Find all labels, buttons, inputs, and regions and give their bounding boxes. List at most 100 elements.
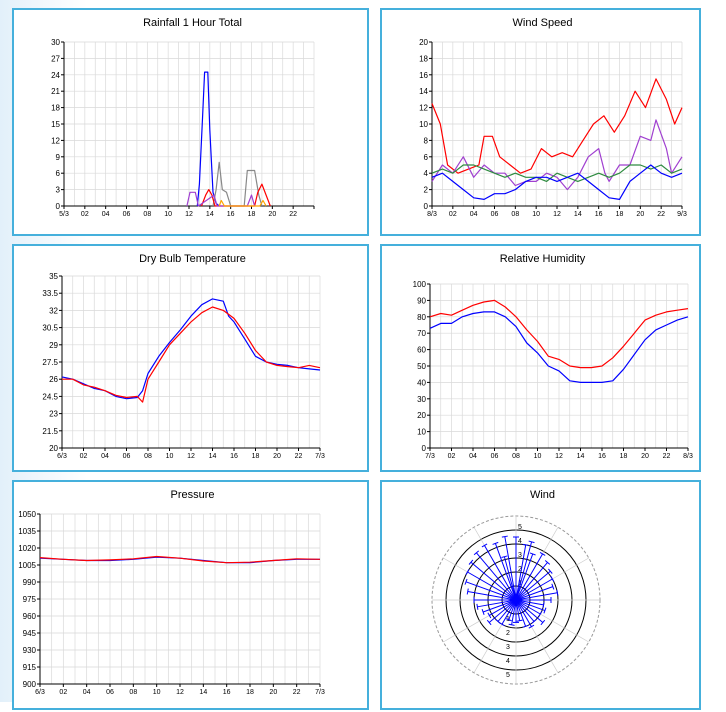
x-tick-label: 9/3 xyxy=(677,211,687,218)
y-tick-label: 27.5 xyxy=(42,358,58,367)
x-tick-label: 18 xyxy=(248,211,256,218)
y-tick-label: 32 xyxy=(49,306,58,315)
y-tick-label: 40 xyxy=(417,378,426,387)
y-tick-label: 20 xyxy=(419,38,428,47)
ring-label-bottom: 3 xyxy=(506,644,510,651)
wind-vector-cap xyxy=(516,619,523,622)
x-tick-label: 02 xyxy=(81,211,89,218)
x-tick-label: 22 xyxy=(295,453,303,460)
wind-vector-cap xyxy=(481,608,485,615)
wind-vector xyxy=(515,599,521,621)
gridlines xyxy=(63,41,315,207)
x-tick-label: 06 xyxy=(491,211,499,218)
y-tick-label: 30 xyxy=(51,38,60,47)
x-tick-label: 04 xyxy=(469,453,477,460)
y-tick-label: 915 xyxy=(23,663,37,672)
wind-vector xyxy=(484,545,517,601)
wind-vector xyxy=(494,543,517,601)
wind-vector-cap xyxy=(473,550,480,556)
x-tick-label: 20 xyxy=(269,689,277,696)
y-tick-label: 30.5 xyxy=(42,324,58,333)
wind-vector xyxy=(515,599,541,615)
humidity-chart: Relative Humidity 0 10 20 30 40 50 60 70 80 90 100 7… xyxy=(413,253,693,460)
x-tick-label: 7/3 xyxy=(315,453,325,460)
x-tick-label: 8/3 xyxy=(427,211,437,218)
y-tick-label: 70 xyxy=(417,329,426,338)
x-tick-label: 02 xyxy=(449,211,457,218)
chart-title: Wind xyxy=(530,489,555,501)
wind-vector-cap xyxy=(522,543,529,546)
wind-vector xyxy=(477,599,517,608)
y-tick-label: 6 xyxy=(424,153,429,162)
y-tick-label: 30 xyxy=(417,395,426,404)
y-tick-label: 100 xyxy=(413,280,427,289)
wind-vector xyxy=(503,556,517,601)
series-line-3 xyxy=(431,164,683,200)
wind-vector-cap xyxy=(464,578,468,585)
wind-vector-cap xyxy=(551,583,555,590)
gridlines xyxy=(429,283,689,449)
x-tick-label: 06 xyxy=(123,211,131,218)
wind-vector xyxy=(467,571,517,601)
wind-vector xyxy=(470,561,517,601)
x-tick-label: 06 xyxy=(491,453,499,460)
x-tick-label: 10 xyxy=(164,211,172,218)
wind-vector-cap xyxy=(465,569,470,575)
wind-vector-cap xyxy=(501,535,508,538)
wind-vector xyxy=(515,599,544,606)
wind-vector-cap xyxy=(542,601,545,608)
y-tick-label: 930 xyxy=(23,646,37,655)
y-tick-label: 21 xyxy=(51,87,60,96)
wind-vector-cap xyxy=(481,543,488,548)
wind-vector xyxy=(515,553,544,601)
y-tick-label: 1050 xyxy=(18,510,36,519)
x-tick-label: 10 xyxy=(532,211,540,218)
wind-vector-cap xyxy=(540,619,546,626)
axes xyxy=(431,42,682,207)
dry-bulb-chart: Dry Bulb Temperature 20 21.5 23 24.5 26 27.5 29… xyxy=(42,253,325,460)
wind-vector-cap xyxy=(468,559,474,565)
ring-label-top: 3 xyxy=(518,552,522,559)
wind-vector xyxy=(511,599,517,625)
wind-vector xyxy=(515,578,553,601)
wind-vector-cap xyxy=(528,540,535,544)
wind-vector xyxy=(467,590,517,601)
y-tick-label: 24 xyxy=(51,71,60,80)
humidity-panel: Relative Humidity 0 10 20 30 40 50 60 70 80 90 100 7… xyxy=(380,244,701,472)
wind-vector xyxy=(515,599,535,622)
x-tick-label: 5/3 xyxy=(59,211,69,218)
wind-vector xyxy=(515,544,527,601)
y-tick-label: 33.5 xyxy=(42,289,58,298)
y-tick-label: 990 xyxy=(23,578,37,587)
y-tick-label: 60 xyxy=(417,346,426,355)
wind-vector-cap xyxy=(538,611,543,617)
y-tick-label: 2 xyxy=(424,186,429,195)
ring-label-bottom: 4 xyxy=(506,658,510,665)
y-tick-label: 27 xyxy=(51,54,60,63)
x-tick-label: 22 xyxy=(663,453,671,460)
wind-rose-panel: Wind5432112345 xyxy=(380,480,701,710)
wind-vector xyxy=(504,536,517,601)
x-tick-label: 08 xyxy=(144,453,152,460)
x-tick-label: 6/3 xyxy=(35,689,45,696)
series-line-4 xyxy=(218,199,267,207)
wind-vector xyxy=(488,599,517,623)
wind-vector-cap xyxy=(528,624,535,629)
wind-vector-cap xyxy=(505,618,512,622)
x-tick-label: 14 xyxy=(206,211,214,218)
x-tick-label: 18 xyxy=(616,211,624,218)
x-tick-label: 7/3 xyxy=(425,453,435,460)
axes xyxy=(429,284,688,449)
rainfall-chart: Rainfall 1 Hour Total 0 3 6 9 12 15 18 21 24 27 30 5… xyxy=(51,17,315,218)
wind-vector-cap xyxy=(492,541,499,545)
x-tick-label: 08 xyxy=(511,211,519,218)
ring-label-top: 2 xyxy=(518,566,522,573)
x-tick-label: 08 xyxy=(512,453,520,460)
wind-vector xyxy=(515,592,558,601)
wind-vector-cap xyxy=(548,568,553,574)
x-tick-label: 12 xyxy=(187,453,195,460)
x-tick-label: 16 xyxy=(227,211,235,218)
x-tick-label: 20 xyxy=(268,211,276,218)
wind-vector-cap xyxy=(501,555,508,558)
